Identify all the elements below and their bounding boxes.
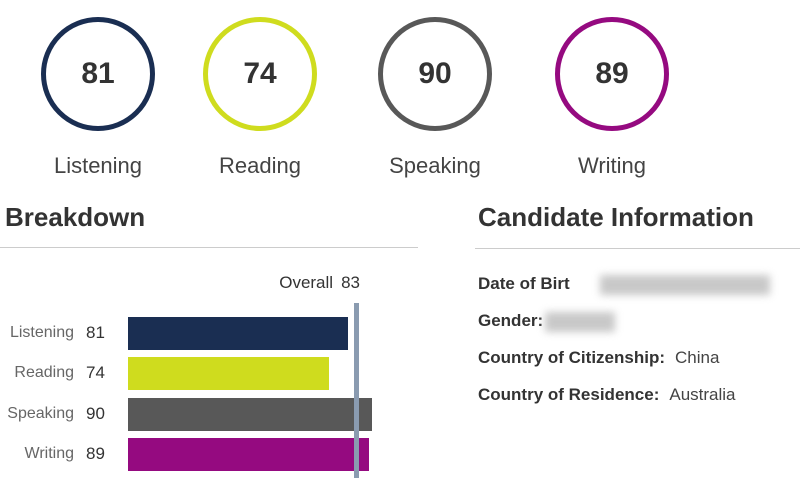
- bar-label: Reading: [14, 364, 74, 381]
- score-ring: 89: [555, 17, 669, 131]
- score-listening: 81 Listening: [18, 17, 178, 179]
- overall-label: Overall: [279, 273, 334, 292]
- score-writing: 89 Writing: [532, 17, 692, 179]
- info-label: Gender:: [478, 311, 544, 330]
- bar-label: Listening: [9, 324, 74, 341]
- score-speaking: 90 Speaking: [355, 17, 515, 179]
- bar-value: 74: [86, 363, 105, 382]
- info-row-citizenship: Country of Citizenship: China: [478, 348, 719, 368]
- info-row-residence: Country of Residence: Australia: [478, 385, 736, 405]
- bar-speaking: [128, 398, 372, 431]
- score-label: Reading: [219, 153, 301, 178]
- bar-reading: [128, 357, 329, 390]
- info-row-dob: Date of Birt: [478, 274, 770, 295]
- bar-writing: [128, 438, 370, 471]
- divider: [0, 247, 418, 248]
- divider: [475, 248, 800, 249]
- score-label: Speaking: [389, 153, 481, 178]
- breakdown-title: Breakdown: [5, 202, 146, 232]
- overall-value: 83: [341, 273, 360, 292]
- bar-label: Speaking: [7, 405, 74, 422]
- info-value: Australia: [669, 385, 736, 404]
- redacted-value: [545, 311, 616, 332]
- score-ring: 74: [203, 17, 317, 131]
- redacted-value: [599, 274, 770, 295]
- bar-value: 89: [86, 444, 105, 463]
- score-value: 90: [418, 57, 452, 90]
- bar-value: 81: [86, 323, 105, 342]
- bar-value: 90: [86, 404, 105, 423]
- info-label: Country of Residence:: [478, 385, 660, 404]
- info-row-gender: Gender:: [478, 311, 616, 332]
- info-label: Country of Citizenship:: [478, 348, 665, 367]
- score-value: 74: [243, 57, 277, 90]
- bar-label: Writing: [24, 445, 75, 462]
- score-ring: 90: [378, 17, 492, 131]
- score-value: 89: [595, 57, 629, 90]
- score-value: 81: [81, 57, 115, 90]
- bar-listening: [128, 317, 348, 350]
- score-label: Writing: [577, 153, 647, 178]
- score-label: Listening: [53, 153, 143, 178]
- candidate-title: Candidate Information: [478, 202, 754, 232]
- info-label: Date of Birt: [478, 274, 570, 293]
- score-reading: 74 Reading: [180, 17, 340, 179]
- overall-line: [354, 303, 360, 478]
- score-ring: 81: [41, 17, 155, 131]
- overall-score: Overall 83: [279, 273, 360, 293]
- info-value: China: [674, 348, 720, 367]
